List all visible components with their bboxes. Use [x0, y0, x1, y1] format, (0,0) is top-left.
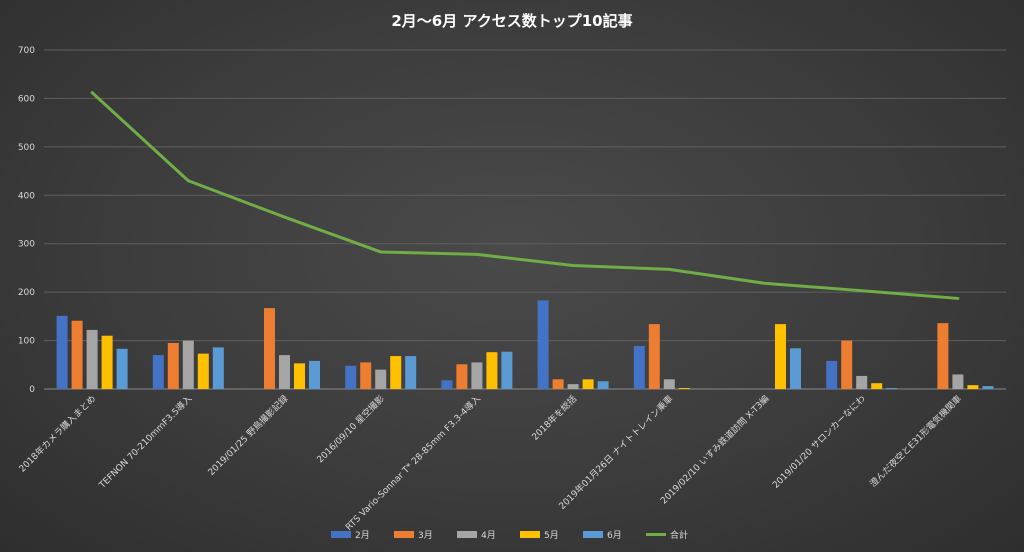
bar	[56, 315, 68, 389]
category-label: 2019/01/20 サロンカーなにわ	[770, 393, 867, 490]
bar	[633, 345, 645, 389]
legend-label: 合計	[670, 529, 688, 541]
bar	[886, 388, 898, 389]
bar	[101, 335, 113, 389]
bar	[360, 362, 372, 389]
bar	[841, 340, 853, 389]
bar	[952, 374, 964, 389]
category-label: 2018年を総括	[529, 393, 579, 443]
bar	[937, 323, 949, 389]
bar	[567, 384, 579, 389]
bar	[167, 342, 179, 389]
bar	[826, 360, 838, 389]
y-tick-label: 100	[18, 337, 35, 347]
y-tick-label: 400	[18, 191, 35, 201]
bar	[182, 340, 194, 389]
category-label: 2019/02/10 いすみ鉄道訪問 X-T3編	[658, 393, 772, 507]
bar	[982, 386, 994, 389]
bar	[309, 360, 320, 389]
bar	[441, 380, 453, 389]
bar	[775, 324, 786, 389]
bar	[212, 347, 224, 389]
category-label: 2016/09/10 星空撮影	[314, 393, 387, 466]
legend-label: 6月	[607, 530, 622, 541]
bar	[471, 362, 483, 389]
bar	[537, 300, 549, 389]
bar	[116, 348, 128, 389]
bar	[790, 348, 801, 389]
bar	[856, 375, 868, 389]
bar	[552, 379, 564, 389]
y-tick-label: 300	[18, 240, 35, 250]
bar	[678, 388, 690, 389]
legend-label: 3月	[418, 530, 433, 541]
category-label: 澄んだ夜空とE31形電気機関車	[867, 393, 964, 490]
y-tick-label: 700	[18, 46, 35, 56]
chart-title: 2月～6月 アクセス数トップ10記事	[391, 12, 633, 30]
bar	[71, 320, 83, 389]
bar	[501, 351, 513, 389]
bar	[197, 353, 209, 389]
bar	[871, 383, 883, 389]
bar	[456, 364, 468, 389]
bar	[597, 381, 609, 389]
bar	[390, 356, 402, 389]
bar	[86, 329, 98, 389]
bar	[345, 365, 357, 389]
bar	[405, 356, 417, 389]
bar	[152, 355, 164, 389]
y-tick-label: 0	[29, 385, 35, 395]
bar	[967, 385, 979, 389]
bar	[279, 355, 290, 389]
bar	[375, 369, 387, 389]
legend-label: 5月	[544, 530, 559, 541]
legend-swatch	[457, 531, 477, 538]
legend-swatch	[331, 531, 351, 538]
bar	[264, 308, 275, 389]
y-tick-label: 500	[18, 143, 35, 153]
category-label: 2019/01/25 野鳥撮影記録	[205, 393, 290, 478]
legend-swatch	[394, 531, 414, 538]
bar	[663, 379, 675, 389]
bar	[486, 352, 498, 389]
total-line	[90, 91, 960, 300]
legend-label: 2月	[355, 530, 370, 541]
bar	[582, 379, 594, 389]
category-label: 2018年カメラ購入まとめ	[16, 393, 98, 475]
y-tick-label: 200	[18, 288, 35, 298]
legend-swatch	[583, 531, 603, 538]
bar	[648, 324, 660, 389]
legend-label: 4月	[481, 530, 496, 541]
category-label: 2019年01月26日 ナイトトレイン乗車	[556, 393, 675, 512]
bar	[294, 363, 305, 389]
category-label: TEFNON 70-210mmF3.5導入	[96, 393, 195, 492]
legend-swatch	[520, 531, 540, 538]
y-tick-label: 600	[18, 94, 35, 104]
